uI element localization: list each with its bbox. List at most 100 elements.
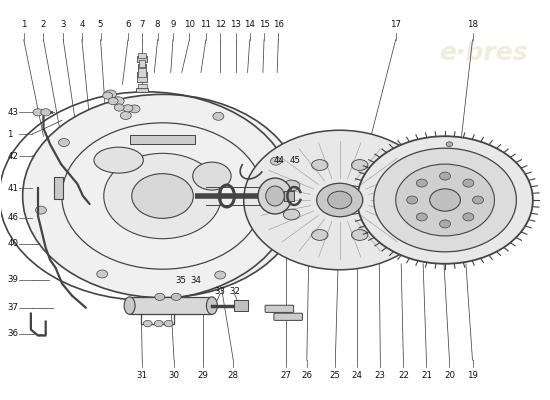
- FancyBboxPatch shape: [274, 313, 302, 320]
- Ellipse shape: [266, 186, 284, 206]
- Text: 4: 4: [79, 20, 85, 29]
- Text: 15: 15: [258, 20, 270, 29]
- Text: 12: 12: [214, 20, 225, 29]
- Circle shape: [192, 162, 231, 190]
- FancyBboxPatch shape: [139, 68, 146, 77]
- Circle shape: [144, 320, 152, 327]
- Circle shape: [112, 97, 124, 106]
- Circle shape: [430, 189, 460, 211]
- Text: 3: 3: [60, 20, 66, 29]
- Text: 1: 1: [21, 20, 26, 29]
- Text: 25: 25: [330, 371, 341, 380]
- FancyBboxPatch shape: [54, 177, 63, 199]
- Ellipse shape: [258, 178, 292, 214]
- Circle shape: [132, 174, 193, 218]
- Circle shape: [271, 157, 282, 165]
- Circle shape: [129, 105, 140, 113]
- Text: 22: 22: [398, 371, 409, 380]
- Ellipse shape: [311, 160, 328, 170]
- Text: e·bres: e·bres: [439, 40, 528, 64]
- Text: 40: 40: [7, 239, 18, 248]
- Text: 37: 37: [7, 303, 18, 312]
- Text: 24: 24: [352, 371, 363, 380]
- Text: 7: 7: [140, 20, 145, 29]
- Ellipse shape: [283, 180, 300, 191]
- FancyBboxPatch shape: [130, 297, 212, 314]
- Circle shape: [41, 109, 51, 116]
- Circle shape: [406, 196, 417, 204]
- Circle shape: [439, 172, 450, 180]
- Circle shape: [328, 191, 352, 209]
- Circle shape: [103, 92, 113, 99]
- Circle shape: [416, 213, 427, 221]
- Text: 11: 11: [200, 20, 211, 29]
- Circle shape: [97, 270, 108, 278]
- Circle shape: [317, 183, 363, 217]
- Ellipse shape: [351, 160, 368, 170]
- Text: 1: 1: [7, 130, 13, 139]
- Text: 46: 46: [7, 214, 18, 222]
- FancyBboxPatch shape: [138, 72, 147, 82]
- Circle shape: [58, 138, 69, 146]
- Text: 28: 28: [228, 371, 239, 380]
- Circle shape: [33, 109, 43, 116]
- Text: 39: 39: [7, 275, 18, 284]
- FancyBboxPatch shape: [138, 84, 147, 88]
- Text: 35: 35: [175, 276, 186, 285]
- Text: 8: 8: [155, 20, 161, 29]
- Text: 23: 23: [375, 371, 386, 380]
- Circle shape: [171, 293, 181, 300]
- FancyBboxPatch shape: [140, 60, 145, 67]
- Text: 36: 36: [7, 329, 18, 338]
- Text: 26: 26: [301, 371, 312, 380]
- Circle shape: [439, 220, 450, 228]
- Circle shape: [213, 112, 224, 120]
- Circle shape: [120, 112, 131, 120]
- FancyBboxPatch shape: [139, 64, 146, 72]
- Text: 44: 44: [274, 156, 285, 166]
- Text: 43: 43: [7, 108, 18, 117]
- Ellipse shape: [94, 147, 144, 173]
- Circle shape: [164, 320, 173, 327]
- Circle shape: [358, 136, 533, 264]
- Text: 27: 27: [280, 371, 292, 380]
- FancyBboxPatch shape: [284, 191, 294, 201]
- Ellipse shape: [379, 180, 396, 191]
- Text: 9: 9: [170, 20, 175, 29]
- Circle shape: [446, 142, 453, 146]
- Text: 41: 41: [7, 184, 18, 192]
- Text: 32: 32: [229, 287, 240, 296]
- FancyBboxPatch shape: [136, 88, 149, 92]
- Text: 13: 13: [230, 20, 241, 29]
- FancyBboxPatch shape: [130, 136, 195, 144]
- Text: e·classifie·s  for  processing  1185: e·classifie·s for processing 1185: [205, 192, 345, 272]
- Text: 45: 45: [289, 156, 300, 166]
- FancyBboxPatch shape: [265, 305, 294, 312]
- Circle shape: [395, 164, 494, 236]
- Circle shape: [114, 104, 124, 111]
- Circle shape: [463, 213, 474, 221]
- Text: 17: 17: [390, 20, 401, 29]
- Text: 14: 14: [244, 20, 255, 29]
- Text: 16: 16: [273, 20, 284, 29]
- Text: 33: 33: [214, 287, 225, 296]
- Circle shape: [104, 90, 117, 99]
- Circle shape: [123, 105, 133, 112]
- Circle shape: [104, 153, 221, 239]
- Circle shape: [155, 320, 163, 327]
- Text: 21: 21: [421, 371, 432, 380]
- Circle shape: [244, 130, 436, 270]
- Text: 42: 42: [7, 152, 18, 161]
- Circle shape: [463, 179, 474, 187]
- Text: 34: 34: [190, 276, 201, 285]
- Text: 20: 20: [444, 371, 455, 380]
- FancyBboxPatch shape: [234, 300, 248, 311]
- Ellipse shape: [124, 297, 135, 314]
- FancyBboxPatch shape: [139, 53, 146, 58]
- Text: 18: 18: [467, 20, 478, 29]
- Ellipse shape: [206, 297, 217, 314]
- Ellipse shape: [283, 209, 300, 220]
- Text: 10: 10: [184, 20, 195, 29]
- Text: 6: 6: [125, 20, 131, 29]
- Circle shape: [416, 179, 427, 187]
